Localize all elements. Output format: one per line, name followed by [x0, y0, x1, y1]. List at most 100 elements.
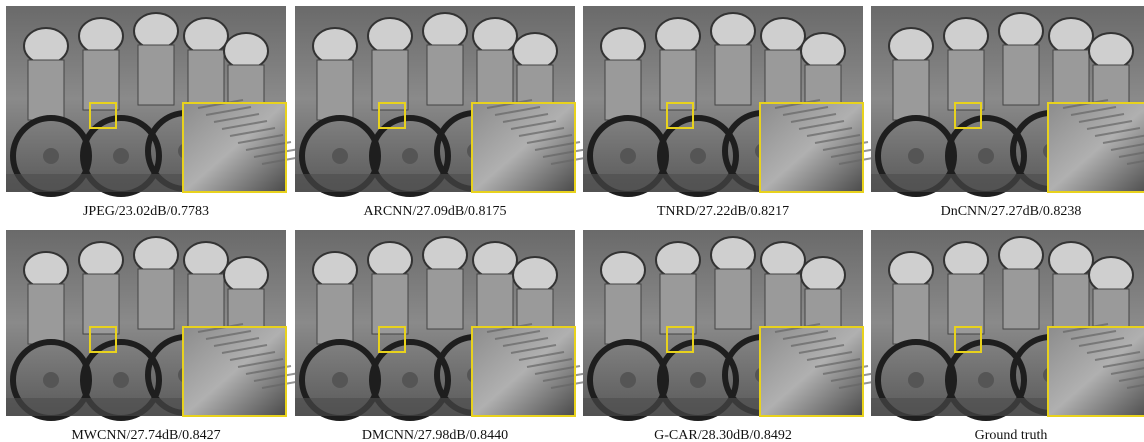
helmet	[1089, 33, 1133, 69]
page: {"figure": {"panels": [ {"caption": "JPE…	[0, 0, 1144, 442]
panel	[871, 6, 1144, 194]
caption: JPEG/23.02dB/0.7783	[83, 204, 209, 219]
helmet	[313, 252, 357, 288]
rider-body	[605, 60, 641, 120]
helmet	[801, 33, 845, 69]
wheel-hub	[332, 148, 348, 164]
helmet	[1049, 18, 1093, 54]
helmet	[313, 28, 357, 64]
panel	[6, 230, 307, 418]
zoom-inset	[760, 103, 863, 192]
caption: ARCNN/27.09dB/0.8175	[363, 204, 506, 219]
helmet	[423, 13, 467, 49]
wheel-hub	[978, 372, 994, 388]
rider-body	[28, 60, 64, 120]
rider-body	[948, 50, 984, 110]
rider-body	[427, 269, 463, 329]
helmet	[513, 257, 557, 293]
helmet	[711, 13, 755, 49]
helmet	[889, 252, 933, 288]
helmet	[224, 257, 268, 293]
helmet	[368, 18, 412, 54]
helmet	[601, 252, 645, 288]
helmet	[944, 18, 988, 54]
helmet	[24, 252, 68, 288]
caption: TNRD/27.22dB/0.8217	[657, 204, 789, 219]
helmet	[1089, 257, 1133, 293]
helmet	[761, 242, 805, 278]
rider-body	[715, 45, 751, 105]
helmet	[134, 237, 178, 273]
wheel-hub	[402, 148, 418, 164]
wheel-hub	[113, 372, 129, 388]
panel	[583, 230, 884, 418]
panel	[6, 6, 307, 194]
helmet	[423, 237, 467, 273]
rider-body	[83, 50, 119, 110]
rider-body	[188, 50, 224, 110]
helmet	[134, 13, 178, 49]
rider-body	[1003, 269, 1039, 329]
helmet	[889, 28, 933, 64]
panel	[295, 230, 596, 418]
wheel-hub	[113, 148, 129, 164]
rider-body	[188, 274, 224, 334]
helmet	[711, 237, 755, 273]
helmet	[999, 237, 1043, 273]
helmet	[656, 18, 700, 54]
caption: DMCNN/27.98dB/0.8440	[362, 428, 508, 442]
rider-body	[1053, 50, 1089, 110]
helmet	[1049, 242, 1093, 278]
rider-body	[715, 269, 751, 329]
rider-body	[660, 50, 696, 110]
panel	[871, 230, 1144, 418]
wheel-hub	[978, 148, 994, 164]
wheel-hub	[43, 372, 59, 388]
rider-body	[28, 284, 64, 344]
zoom-inset	[472, 103, 575, 192]
rider-body	[765, 50, 801, 110]
zoom-inset	[183, 327, 286, 416]
rider-body	[138, 45, 174, 105]
helmet	[224, 33, 268, 69]
helmet	[801, 257, 845, 293]
zoom-inset	[472, 327, 575, 416]
wheel-hub	[908, 372, 924, 388]
helmet	[184, 18, 228, 54]
helmet	[79, 18, 123, 54]
rider-body	[477, 50, 513, 110]
helmet	[999, 13, 1043, 49]
helmet	[79, 242, 123, 278]
rider-body	[948, 274, 984, 334]
helmet	[656, 242, 700, 278]
helmet	[473, 242, 517, 278]
rider-body	[765, 274, 801, 334]
rider-body	[83, 274, 119, 334]
helmet	[473, 18, 517, 54]
caption: DnCNN/27.27dB/0.8238	[941, 204, 1082, 219]
rider-body	[660, 274, 696, 334]
wheel-hub	[332, 372, 348, 388]
helmet	[184, 242, 228, 278]
wheel-hub	[620, 148, 636, 164]
rider-body	[427, 45, 463, 105]
rider-body	[477, 274, 513, 334]
helmet	[513, 33, 557, 69]
rider-body	[138, 269, 174, 329]
figure: JPEG/23.02dB/0.7783 ARCNN/27.09dB/0.8175 T…	[0, 0, 1144, 442]
wheel-hub	[690, 148, 706, 164]
rider-body	[893, 284, 929, 344]
helmet	[761, 18, 805, 54]
wheel-hub	[908, 148, 924, 164]
caption: G-CAR/28.30dB/0.8492	[654, 428, 792, 442]
rider-body	[317, 284, 353, 344]
helmet	[24, 28, 68, 64]
wheel-hub	[690, 372, 706, 388]
wheel-hub	[620, 372, 636, 388]
rider-body	[1003, 45, 1039, 105]
caption: Ground truth	[975, 428, 1048, 442]
rider-body	[317, 60, 353, 120]
helmet	[601, 28, 645, 64]
rider-body	[372, 274, 408, 334]
wheel-hub	[43, 148, 59, 164]
